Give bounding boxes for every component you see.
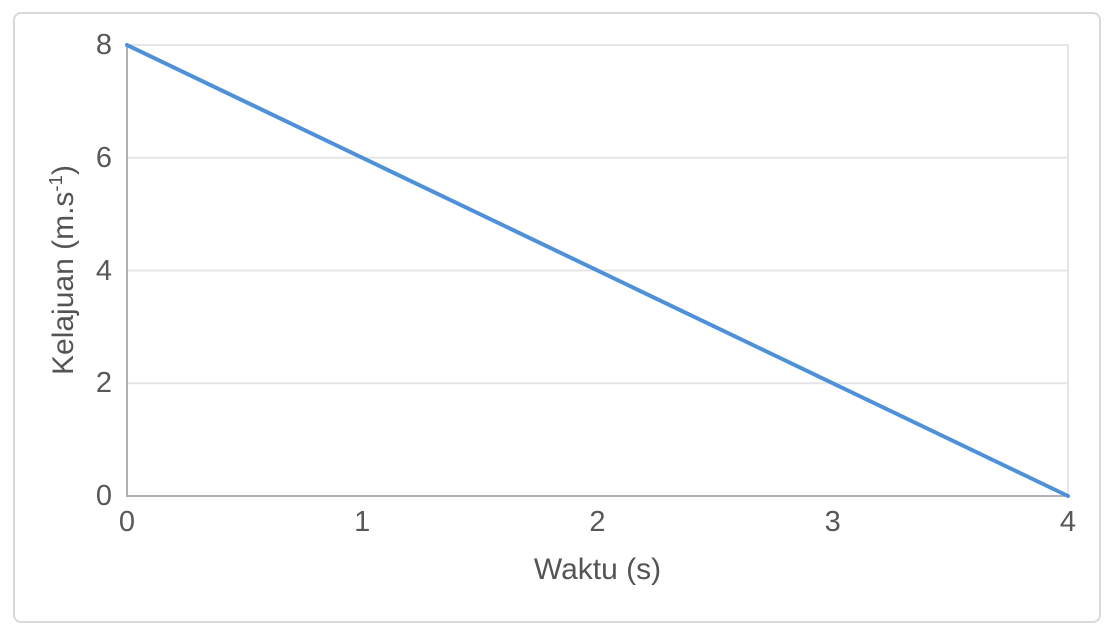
y-axis-title-superscript: -1	[45, 175, 66, 192]
chart-card-border	[13, 12, 1101, 623]
x-axis-title: Waktu (s)	[533, 553, 662, 586]
y-axis-title-text: Kelajuan (m.s	[47, 191, 80, 375]
y-axis-title: Kelajuan (m.s-1)	[45, 165, 81, 375]
y-axis-title-suffix: )	[47, 165, 80, 176]
